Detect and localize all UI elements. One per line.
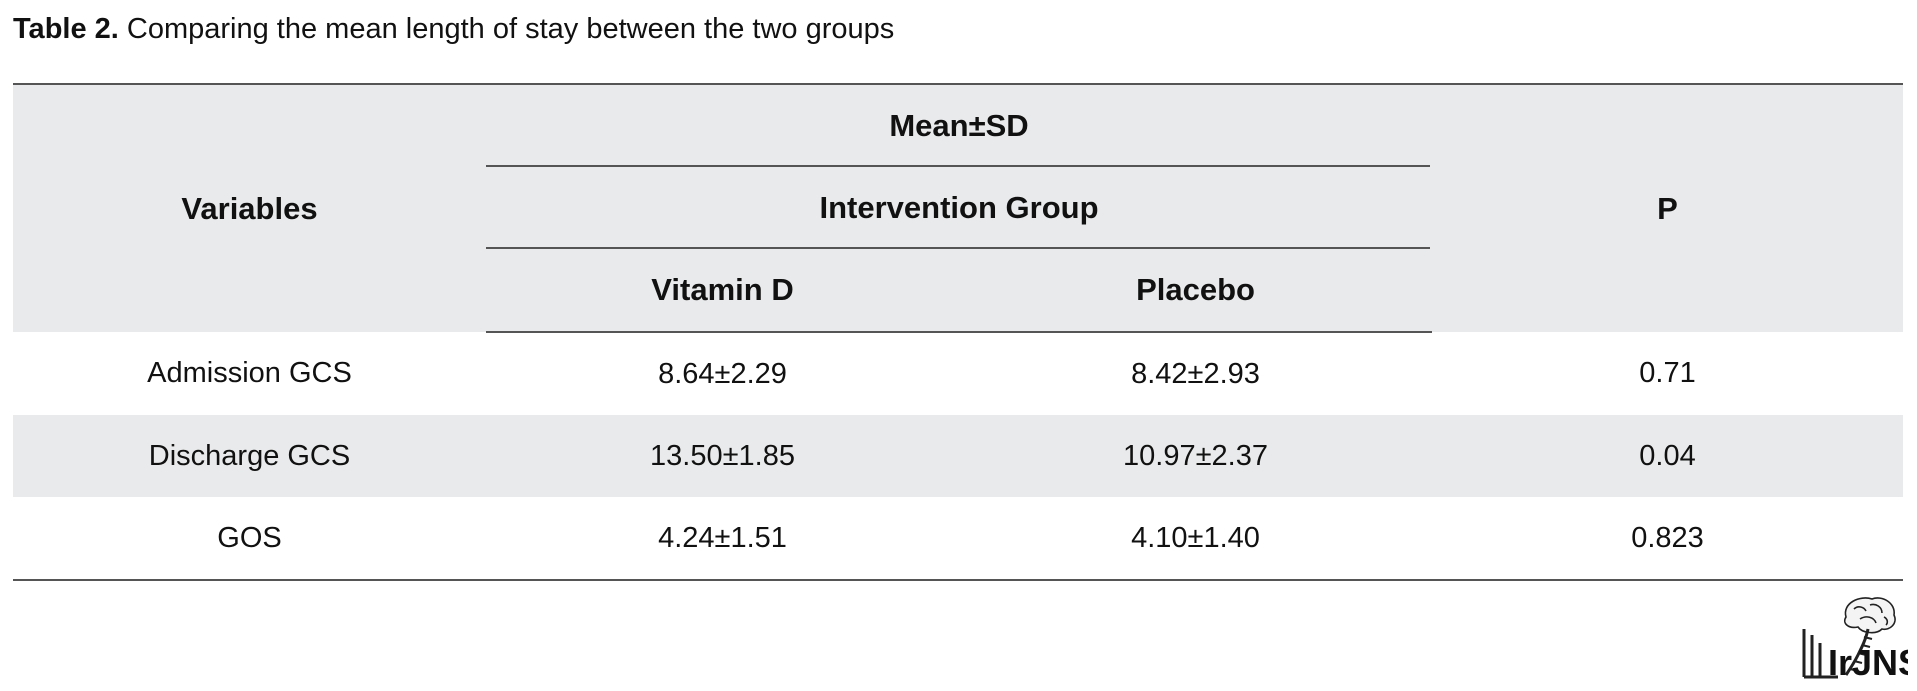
header-subrule-top: [486, 165, 1430, 167]
logo-text: IrJNS: [1828, 642, 1908, 680]
caption-label: Table 2.: [13, 13, 119, 45]
cell-variable: Admission GCS: [147, 357, 352, 389]
table-row: Discharge GCS 13.50±1.85 10.97±2.37 0.04: [13, 415, 1904, 497]
header-mean-sd: Mean±SD: [486, 83, 1433, 167]
cell-vitamin: 13.50±1.85: [486, 415, 959, 497]
journal-logo: IrJNS: [1798, 595, 1917, 683]
table-row: Admission GCS 8.64±2.29 8.42±2.93 0.71: [13, 332, 1903, 415]
header-intervention-group: Intervention Group: [486, 167, 1433, 249]
caption-text: Comparing the mean length of stay betwee…: [118, 13, 895, 45]
table-caption: Table 2. Comparing the mean length of st…: [13, 10, 894, 48]
cell-placebo: 8.42±2.93: [1131, 357, 1260, 390]
cell-placebo: 4.10±1.40: [959, 497, 1433, 581]
table-container: Variables Mean±SD P Intervention Group V…: [13, 83, 1904, 581]
cell-variable: GOS: [13, 497, 486, 581]
cell-p: 0.823: [1432, 497, 1904, 581]
cell-vitamin: 4.24±1.51: [486, 497, 959, 581]
cell-vitamin: 8.64±2.29: [658, 357, 787, 390]
table-row: GOS 4.24±1.51 4.10±1.40 0.823: [13, 497, 1904, 581]
header-placebo: Placebo: [959, 249, 1433, 333]
header-vitamin-d: Vitamin D: [486, 249, 959, 333]
header-variables: Variables: [13, 83, 486, 332]
results-table: Variables Mean±SD P Intervention Group V…: [13, 83, 1904, 581]
cell-variable: Discharge GCS: [13, 415, 486, 497]
table-header: Variables Mean±SD P Intervention Group V…: [13, 83, 1904, 333]
header-p: P: [1432, 83, 1904, 332]
header-subrule-bottom: [486, 247, 1430, 249]
cell-p: 0.71: [1639, 357, 1696, 389]
cell-p: 0.04: [1432, 415, 1904, 497]
brain-spine-icon: IrJNS: [1802, 597, 1917, 683]
cell-placebo: 10.97±2.37: [959, 415, 1433, 497]
table-body: Admission GCS 8.64±2.29 8.42±2.93 0.71 D…: [13, 332, 1904, 581]
